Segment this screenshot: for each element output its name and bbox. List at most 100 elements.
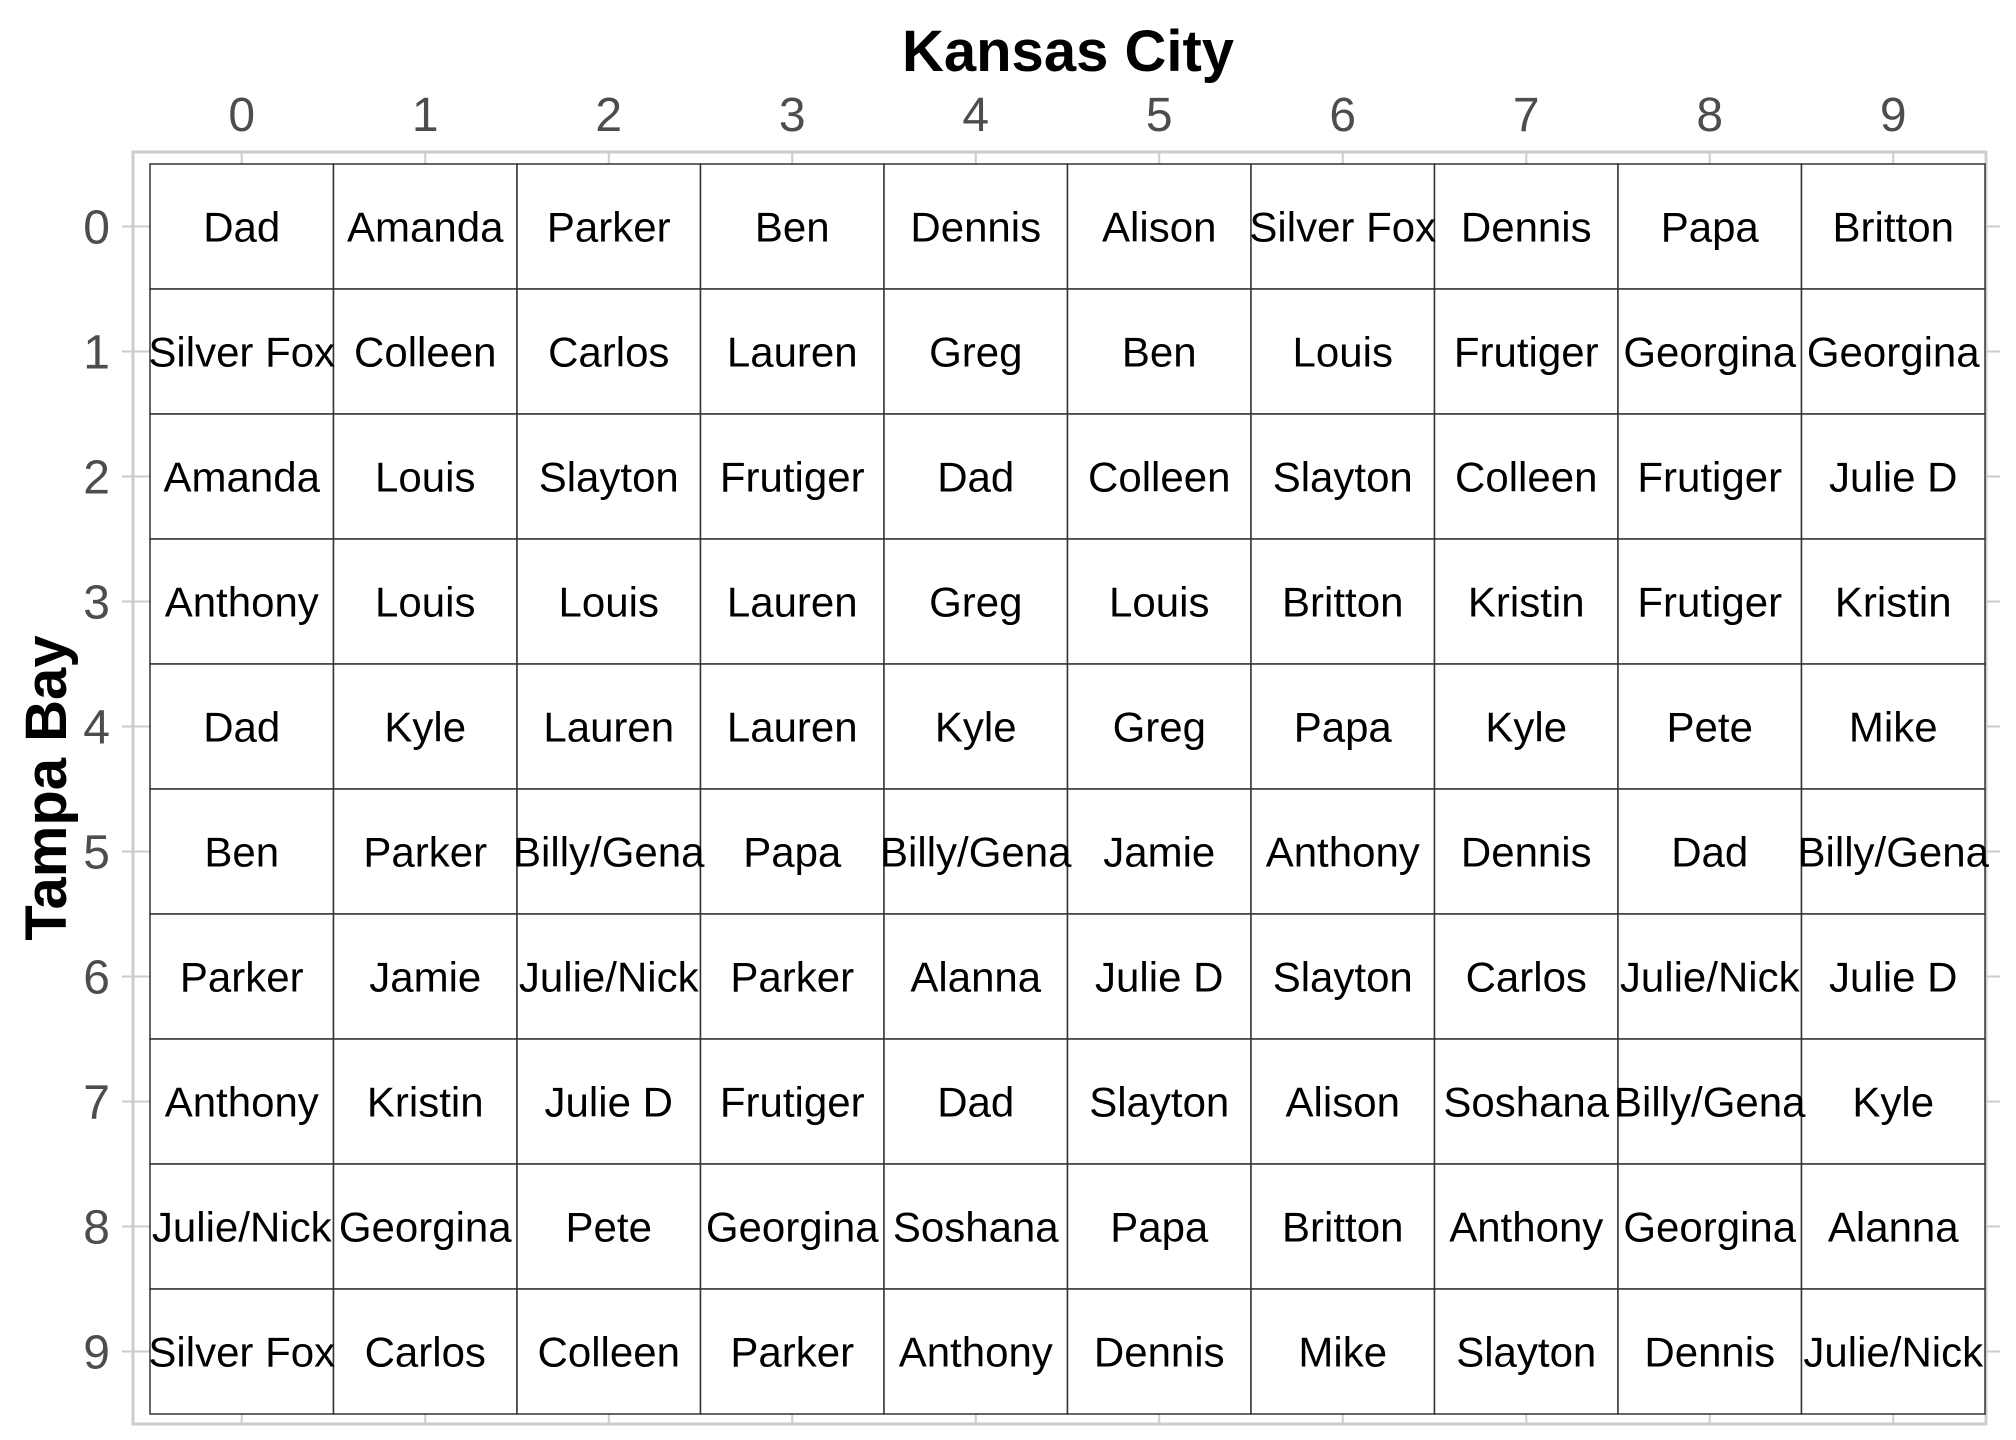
cell-label: Lauren: [727, 579, 858, 626]
grid-cell: [1800, 288, 1986, 415]
grid-cell: [332, 663, 518, 790]
y-tick-label: 7: [83, 1077, 110, 1130]
grid-cell: [699, 413, 885, 540]
cell-label: Alison: [1286, 1079, 1400, 1126]
x-tick-label: 3: [779, 89, 806, 142]
grid-cell: [332, 788, 518, 915]
grid-cell: [1250, 1163, 1436, 1290]
cell-label: Dad: [203, 204, 280, 251]
cell-label: Louis: [375, 454, 475, 501]
grid-cell: [1617, 1163, 1803, 1290]
grid-cell: [332, 288, 518, 415]
grid-cell: [883, 913, 1069, 1040]
grid-cell: [883, 413, 1069, 540]
cell-label: Julie/Nick: [152, 1204, 333, 1251]
cell-label: Silver Fox: [148, 329, 335, 376]
grid-cell: [149, 788, 335, 915]
cell-label: Georgina: [1623, 329, 1796, 376]
cell-label: Billy/Gena: [880, 829, 1072, 876]
grid-cell: [149, 1288, 335, 1415]
x-tick-label: 7: [1513, 89, 1540, 142]
grid-cell: [1066, 1038, 1252, 1165]
grid-cell: [699, 288, 885, 415]
grid-cell: [149, 163, 335, 290]
cell-label: Soshana: [1443, 1079, 1609, 1126]
cell-label: Kristin: [367, 1079, 484, 1126]
grid-cell: [883, 1163, 1069, 1290]
x-tick-label: 5: [1146, 89, 1173, 142]
grid-cell: [516, 663, 702, 790]
cell-label: Dennis: [910, 204, 1041, 251]
x-tick-label: 9: [1880, 89, 1907, 142]
y-tick-label: 9: [83, 1327, 110, 1380]
grid-cell: [699, 1038, 885, 1165]
cell-label: Ben: [755, 204, 830, 251]
grid-cell: [149, 913, 335, 1040]
cell-label: Pete: [566, 1204, 652, 1251]
grid-cell: [516, 163, 702, 290]
grid-cell: [332, 1163, 518, 1290]
grid-cell: [1066, 538, 1252, 665]
cell-label: Frutiger: [1637, 454, 1782, 501]
grid-cell: [516, 538, 702, 665]
cell-label: Britton: [1282, 579, 1403, 626]
cell-label: Soshana: [893, 1204, 1059, 1251]
grid-cell: [1250, 788, 1436, 915]
cell-label: Anthony: [1266, 829, 1420, 876]
cell-label: Parker: [180, 954, 304, 1001]
cell-label: Pete: [1667, 704, 1753, 751]
cell-label: Silver Fox: [148, 1329, 335, 1376]
cell-label: Frutiger: [720, 454, 865, 501]
grid-cell: [1066, 788, 1252, 915]
cell-label: Julie/Nick: [1620, 954, 1801, 1001]
grid-cell: [1250, 1038, 1436, 1165]
grid-cell: [1250, 1288, 1436, 1415]
cell-label: Billy/Gena: [1614, 1079, 1806, 1126]
cell-label: Parker: [547, 204, 671, 251]
cell-label: Georgina: [1807, 329, 1980, 376]
cell-label: Anthony: [1449, 1204, 1603, 1251]
grid-cell: [699, 1163, 885, 1290]
cell-label: Louis: [1293, 329, 1393, 376]
panel-border: [131, 150, 1988, 1426]
cell-label: Colleen: [1088, 454, 1230, 501]
y-tick-label: 4: [83, 702, 110, 755]
cell-label: Alison: [1102, 204, 1216, 251]
grid-cell: [149, 1038, 335, 1165]
grid-cell: [883, 163, 1069, 290]
grid-cell: [149, 288, 335, 415]
cell-label: Kristin: [1835, 579, 1952, 626]
cell-label: Jamie: [369, 954, 481, 1001]
grid-cell: [332, 1038, 518, 1165]
cell-label: Parker: [730, 1329, 854, 1376]
grid-cells: Dad Amanda Parker Ben Dennis Alison Silver Fox…: [148, 163, 1990, 1415]
grid-cell: [1433, 1038, 1619, 1165]
cell-label: Kyle: [384, 704, 466, 751]
cell-label: Dennis: [1094, 1329, 1225, 1376]
cell-label: Kristin: [1468, 579, 1585, 626]
cell-label: Papa: [743, 829, 842, 876]
cell-label: Colleen: [1455, 454, 1597, 501]
cell-label: Britton: [1833, 204, 1954, 251]
grid-cell: [516, 288, 702, 415]
grid-cell: [699, 163, 885, 290]
cell-label: Colleen: [538, 1329, 680, 1376]
cell-label: Anthony: [899, 1329, 1053, 1376]
cell-label: Greg: [1113, 704, 1206, 751]
grid-cell: [1433, 413, 1619, 540]
cell-label: Louis: [375, 579, 475, 626]
cell-label: Papa: [1661, 204, 1760, 251]
grid-cell: [1066, 1288, 1252, 1415]
grid-cell: [1800, 788, 1986, 915]
cell-label: Mike: [1298, 1329, 1387, 1376]
grid-cell: [883, 1288, 1069, 1415]
y-tick-label: 8: [83, 1202, 110, 1255]
cell-label: Julie D: [1829, 454, 1957, 501]
grid-cell: [516, 413, 702, 540]
cell-label: Colleen: [354, 329, 496, 376]
grid-cell: [1433, 538, 1619, 665]
cell-label: Amanda: [164, 454, 321, 501]
grid-cell: [1617, 413, 1803, 540]
cell-label: Carlos: [365, 1329, 486, 1376]
